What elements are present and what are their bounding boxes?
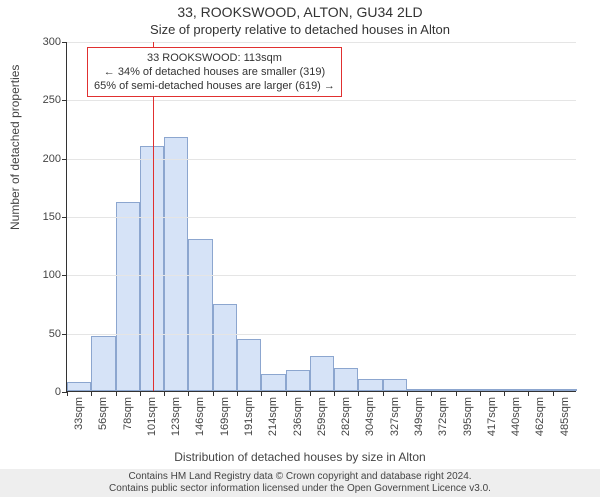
- y-axis-label: Number of detached properties: [8, 65, 22, 230]
- x-axis-label: Distribution of detached houses by size …: [0, 450, 600, 464]
- x-tick-label: 214sqm: [267, 397, 279, 436]
- x-tick-label: 372sqm: [437, 397, 449, 436]
- gridline: [67, 217, 576, 218]
- y-tick-label: 200: [43, 153, 61, 165]
- annotation-line: 65% of semi-detached houses are larger (…: [94, 79, 335, 93]
- x-tick-label: 440sqm: [510, 397, 522, 436]
- x-tick-mark: [480, 391, 481, 396]
- x-tick-mark: [431, 391, 432, 396]
- bar: [553, 389, 577, 391]
- y-tick-mark: [62, 100, 67, 101]
- x-tick-label: 462sqm: [534, 397, 546, 436]
- x-tick-label: 33sqm: [73, 397, 85, 430]
- x-tick-label: 169sqm: [219, 397, 231, 436]
- bar: [480, 389, 504, 391]
- chart-footer: Contains HM Land Registry data © Crown c…: [0, 469, 600, 497]
- bar: [67, 382, 91, 391]
- y-tick-mark: [62, 159, 67, 160]
- x-tick-label: 236sqm: [292, 397, 304, 436]
- x-tick-mark: [188, 391, 189, 396]
- bar: [213, 304, 237, 392]
- x-tick-mark: [407, 391, 408, 396]
- bar: [431, 389, 455, 391]
- bar: [91, 336, 115, 391]
- x-tick-label: 349sqm: [413, 397, 425, 436]
- bar: [456, 389, 480, 391]
- gridline: [67, 275, 576, 276]
- x-tick-label: 101sqm: [146, 397, 158, 436]
- y-tick-label: 150: [43, 211, 61, 223]
- bar: [116, 202, 140, 391]
- x-tick-mark: [67, 391, 68, 396]
- bar: [407, 389, 431, 391]
- x-tick-mark: [553, 391, 554, 396]
- bar: [310, 356, 334, 391]
- bar: [188, 239, 212, 391]
- x-tick-mark: [310, 391, 311, 396]
- bar: [383, 379, 407, 391]
- bar: [504, 389, 528, 391]
- bar: [237, 339, 261, 392]
- y-tick-mark: [62, 42, 67, 43]
- y-tick-mark: [62, 275, 67, 276]
- x-tick-mark: [456, 391, 457, 396]
- y-tick-label: 0: [55, 386, 61, 398]
- bar: [286, 370, 310, 391]
- gridline: [67, 100, 576, 101]
- bar: [334, 368, 358, 391]
- gridline: [67, 42, 576, 43]
- annotation-line: 33 ROOKSWOOD: 113sqm: [94, 51, 335, 65]
- x-tick-mark: [261, 391, 262, 396]
- bar: [358, 379, 382, 391]
- x-tick-label: 282sqm: [340, 397, 352, 436]
- x-tick-label: 485sqm: [559, 397, 571, 436]
- x-tick-mark: [383, 391, 384, 396]
- x-tick-label: 56sqm: [97, 397, 109, 430]
- x-tick-mark: [504, 391, 505, 396]
- footer-line2: Contains public sector information licen…: [0, 483, 600, 495]
- gridline: [67, 334, 576, 335]
- y-tick-mark: [62, 217, 67, 218]
- x-tick-label: 123sqm: [170, 397, 182, 436]
- x-tick-mark: [91, 391, 92, 396]
- x-tick-label: 417sqm: [486, 397, 498, 436]
- x-tick-mark: [358, 391, 359, 396]
- x-tick-mark: [286, 391, 287, 396]
- y-tick-label: 50: [49, 328, 61, 340]
- x-tick-label: 146sqm: [194, 397, 206, 436]
- x-tick-mark: [140, 391, 141, 396]
- y-tick-mark: [62, 334, 67, 335]
- plot-area: 05010015020025030033sqm56sqm78sqm101sqm1…: [66, 42, 576, 392]
- bar: [261, 374, 285, 392]
- x-tick-label: 327sqm: [389, 397, 401, 436]
- bar: [528, 389, 552, 391]
- y-tick-label: 300: [43, 36, 61, 48]
- x-tick-mark: [334, 391, 335, 396]
- x-tick-label: 395sqm: [462, 397, 474, 436]
- x-tick-label: 78sqm: [122, 397, 134, 430]
- annotation-box: 33 ROOKSWOOD: 113sqm← 34% of detached ho…: [87, 47, 342, 97]
- x-tick-mark: [116, 391, 117, 396]
- footer-line1: Contains HM Land Registry data © Crown c…: [0, 471, 600, 483]
- chart-sub-title: Size of property relative to detached ho…: [0, 22, 600, 37]
- chart-container: 33, ROOKSWOOD, ALTON, GU34 2LD Size of p…: [0, 0, 600, 500]
- annotation-line: ← 34% of detached houses are smaller (31…: [94, 65, 335, 79]
- chart-super-title: 33, ROOKSWOOD, ALTON, GU34 2LD: [0, 4, 600, 20]
- gridline: [67, 159, 576, 160]
- x-tick-mark: [164, 391, 165, 396]
- x-tick-label: 304sqm: [364, 397, 376, 436]
- x-tick-mark: [213, 391, 214, 396]
- y-tick-label: 100: [43, 269, 61, 281]
- x-tick-mark: [528, 391, 529, 396]
- bar: [164, 137, 188, 391]
- x-tick-label: 259sqm: [316, 397, 328, 436]
- y-tick-label: 250: [43, 94, 61, 106]
- x-tick-mark: [237, 391, 238, 396]
- x-tick-label: 191sqm: [243, 397, 255, 436]
